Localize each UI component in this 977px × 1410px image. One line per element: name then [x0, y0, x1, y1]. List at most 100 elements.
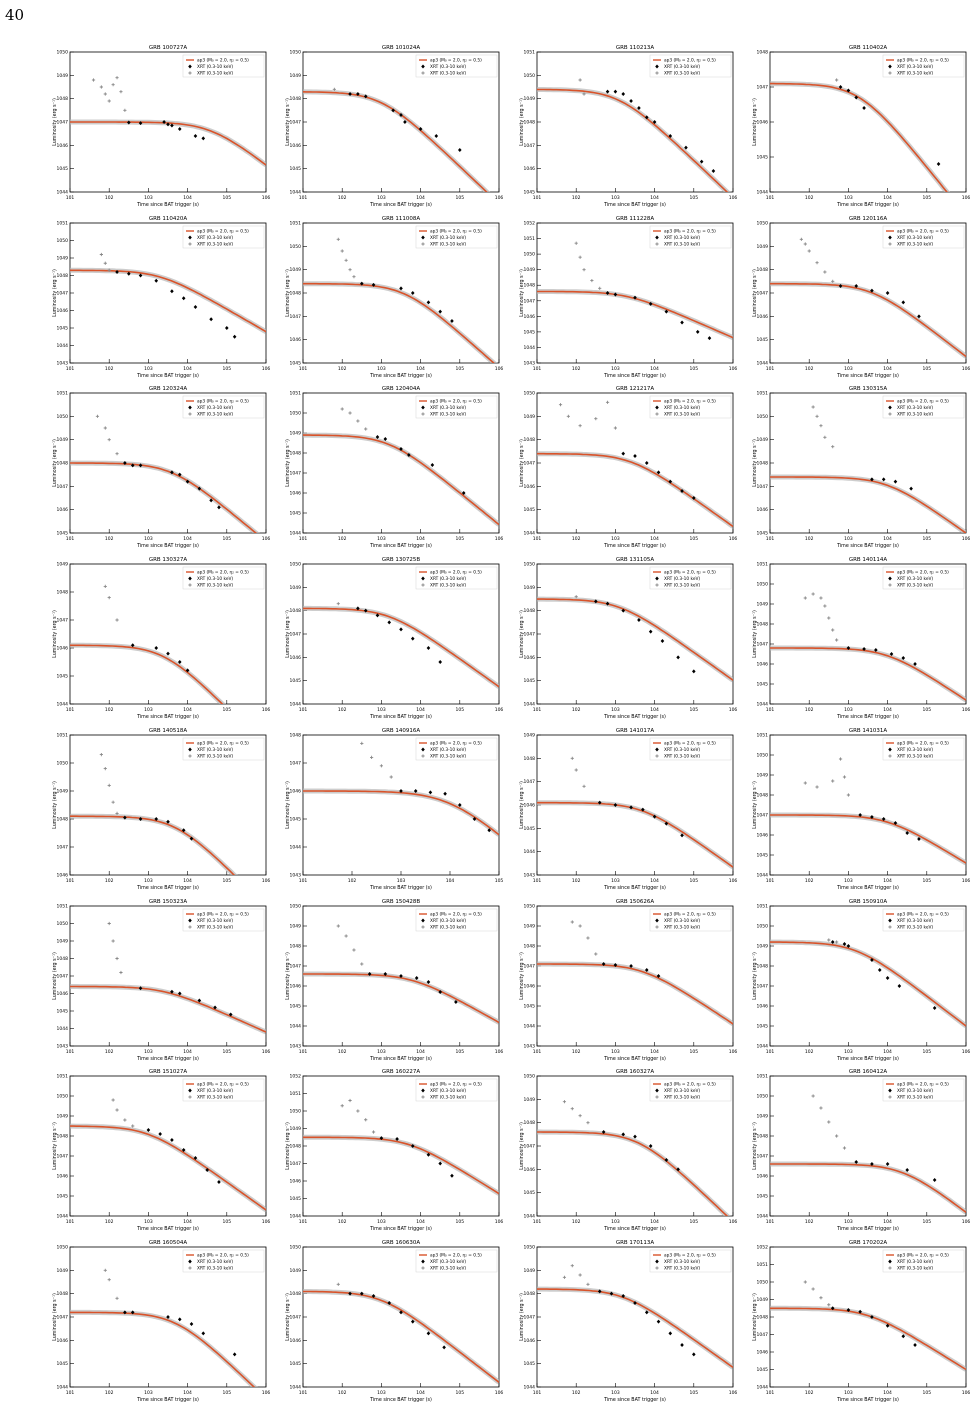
x-tick-label: 105: [223, 1219, 232, 1225]
excluded-data-point: [115, 956, 119, 961]
x-axis-label: Time since BAT trigger (s): [836, 373, 899, 379]
model-curve: [537, 1131, 729, 1216]
legend-fit-label: XRT (0.3-10 keV): [197, 405, 233, 411]
x-tick-label: 106: [962, 1049, 971, 1055]
fitted-data-point: [438, 990, 442, 994]
fitted-data-point: [177, 1317, 182, 1322]
chart-panel: 101 102 103 104 105 106 1044 1045 1046 1047 1048 10…: [752, 1240, 970, 1403]
fitted-data-point: [426, 300, 431, 305]
excluded-data-point: [842, 775, 847, 779]
legend-model-label: ap3 (M₀ = 2.0, η₂ = 0.5): [897, 741, 949, 747]
y-tick-label: 1049: [524, 96, 536, 102]
y-tick-label: 1047: [290, 120, 302, 126]
page-number: 40: [5, 6, 25, 24]
x-tick-label: 103: [144, 195, 153, 201]
x-tick-label: 102: [338, 1390, 347, 1396]
x-tick-label: 103: [611, 536, 620, 542]
excluded-data-point: [578, 255, 582, 259]
x-tick-label: 104: [416, 366, 425, 372]
excluded-data-point: [846, 793, 850, 797]
x-tick-label: 105: [223, 1049, 232, 1055]
fitted-data-point: [594, 599, 598, 604]
x-tick-label: 103: [844, 536, 853, 542]
chart-title: GRB 110420A: [149, 216, 188, 222]
x-tick-label: 101: [766, 1219, 775, 1225]
y-tick-label: 1050: [524, 252, 536, 258]
legend-excluded-label: XRT (0.3-10 keV): [430, 412, 466, 418]
x-tick-label: 102: [338, 366, 347, 372]
legend-fit-label: XRT (0.3-10 keV): [430, 918, 466, 924]
y-tick-label: 1045: [757, 337, 769, 343]
excluded-data-point: [586, 936, 590, 940]
x-tick-label: 102: [572, 536, 581, 542]
y-tick-label: 1047: [57, 974, 69, 980]
fitted-data-point: [138, 121, 143, 126]
excluded-data-point: [562, 1100, 567, 1104]
excluded-data-point: [831, 779, 835, 783]
y-tick-label: 1049: [290, 585, 302, 591]
x-tick-label: 103: [377, 195, 386, 201]
model-uncertainty-band: [770, 645, 966, 703]
fitted-data-point: [410, 636, 415, 641]
legend-fit-label: XRT (0.3-10 keV): [430, 235, 466, 241]
fitted-data-point: [932, 1178, 937, 1182]
excluded-data-point: [115, 811, 119, 815]
y-tick-label: 1047: [290, 314, 302, 320]
excluded-data-point: [348, 268, 352, 272]
legend-excluded-label: XRT (0.3-10 keV): [664, 412, 700, 418]
x-tick-label: 103: [144, 536, 153, 542]
fitted-data-point: [881, 477, 886, 482]
fitted-data-point: [917, 314, 921, 319]
legend-box: [649, 566, 732, 590]
x-tick-label: 104: [883, 878, 892, 884]
model-uncertainty-band: [303, 971, 499, 1025]
y-tick-label: 1049: [757, 244, 769, 250]
x-tick-label: 102: [805, 1390, 814, 1396]
x-tick-label: 103: [611, 707, 620, 713]
y-tick-label: 1046: [757, 120, 769, 126]
x-axis-label: Time since BAT trigger (s): [603, 1397, 666, 1403]
legend-fit-marker: [421, 235, 425, 240]
x-tick-label: 104: [183, 1390, 192, 1396]
fitted-data-point: [177, 991, 182, 996]
legend-fit-label: XRT (0.3-10 keV): [197, 576, 233, 582]
fitted-data-point: [189, 836, 194, 841]
x-axis-label: Time since BAT trigger (s): [603, 714, 666, 720]
fitted-data-point: [858, 1309, 862, 1314]
y-tick-label: 1050: [290, 904, 302, 910]
y-tick-label: 1046: [290, 491, 302, 497]
fitted-data-point: [854, 1160, 859, 1164]
legend-fit-marker: [655, 747, 659, 752]
chart-panel: 101 102 103 104 105 106 1045 1046 1047 1048 1049 10…: [285, 216, 503, 379]
legend-model-label: ap3 (M₀ = 2.0, η₂ = 0.5): [664, 912, 716, 918]
legend-excluded-label: XRT (0.3-10 keV): [430, 754, 466, 760]
y-tick-label: 1048: [290, 608, 302, 614]
y-tick-label: 1050: [524, 391, 536, 397]
legend-model-label: ap3 (M₀ = 2.0, η₂ = 0.5): [897, 229, 949, 235]
fitted-data-point: [410, 291, 415, 295]
model-uncertainty-band: [70, 813, 238, 875]
excluded-data-point: [389, 775, 393, 779]
legend-box: [182, 737, 265, 761]
legend-box: [882, 1249, 965, 1273]
chart-title: GRB 170202A: [849, 1240, 888, 1246]
y-tick-label: 1046: [57, 308, 69, 314]
legend-excluded-marker: [655, 242, 659, 246]
y-tick-label: 1048: [524, 120, 536, 126]
y-tick-label: 1047: [57, 845, 69, 851]
x-tick-label: 101: [66, 1390, 75, 1396]
y-tick-label: 1050: [290, 244, 302, 250]
model-curve: [303, 973, 499, 1024]
chart-panel: 101 102 103 104 105 106 1044 1045 1046 1047 1048 10…: [285, 1069, 503, 1232]
fitted-data-point: [209, 317, 213, 322]
x-tick-label: 104: [883, 1390, 892, 1396]
fitted-data-point: [644, 968, 649, 972]
excluded-data-point: [371, 1130, 376, 1134]
x-axis-label: Time since BAT trigger (s): [836, 1397, 899, 1403]
y-tick-label: 1048: [524, 1291, 536, 1297]
y-tick-label: 1046: [757, 1350, 769, 1356]
legend-excluded-label: XRT (0.3-10 keV): [897, 1266, 933, 1272]
y-tick-label: 1048: [524, 1120, 536, 1126]
y-tick-label: 1048: [57, 817, 69, 823]
x-tick-label: 102: [572, 366, 581, 372]
